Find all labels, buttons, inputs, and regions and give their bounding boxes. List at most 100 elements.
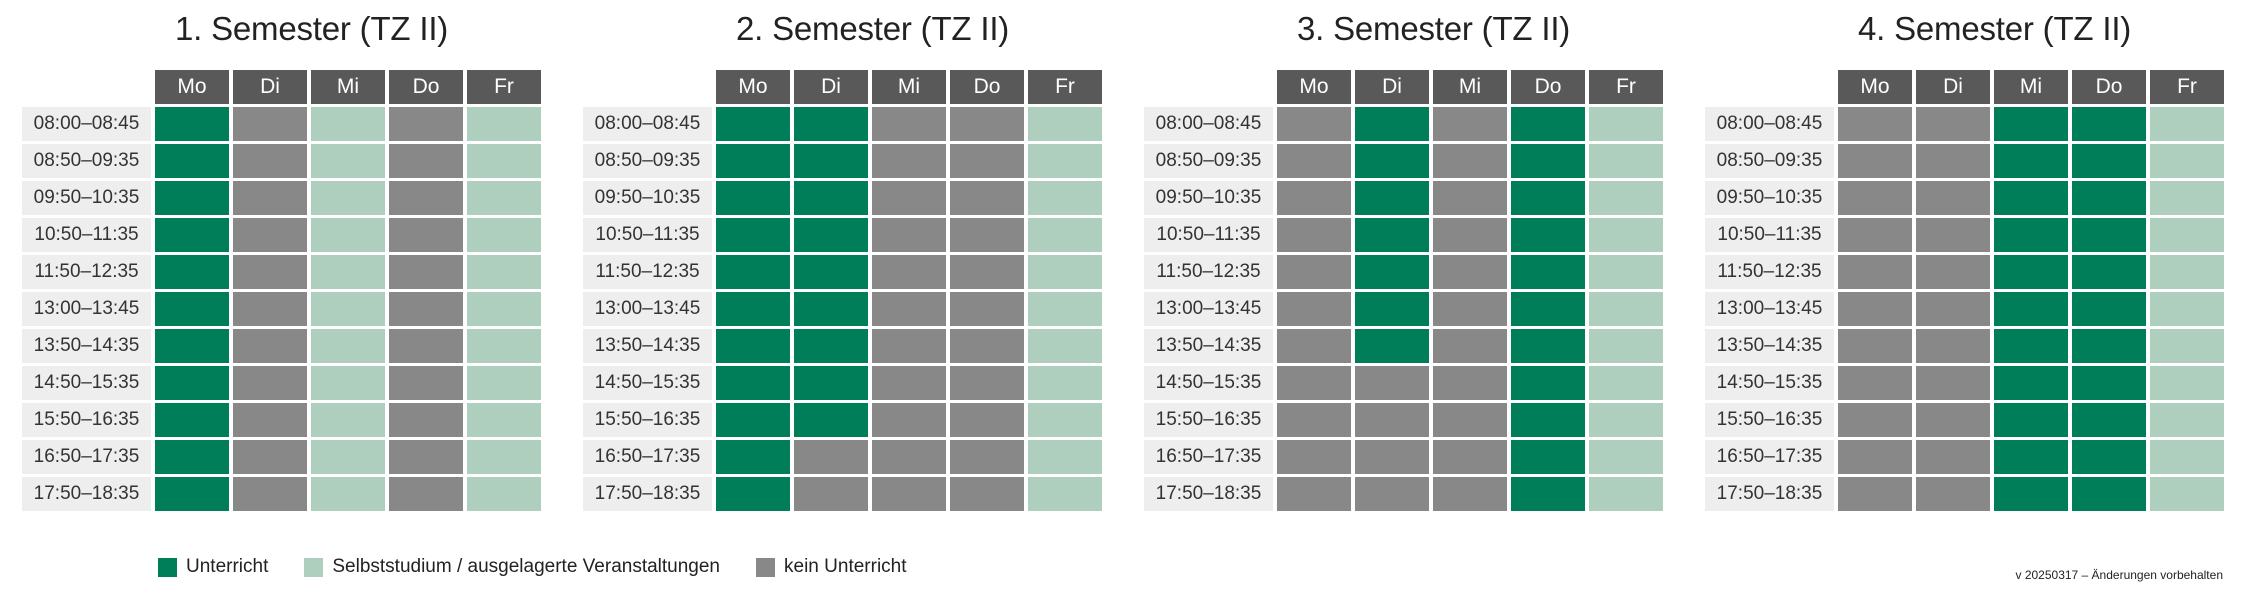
cell-kein-unterricht bbox=[389, 255, 463, 289]
cell-unterricht bbox=[2072, 477, 2146, 511]
cell-unterricht bbox=[155, 144, 229, 178]
legend-item-unterricht: Unterricht bbox=[158, 556, 268, 578]
cell-unterricht bbox=[794, 366, 868, 400]
day-header: Di bbox=[233, 70, 307, 104]
time-slot-label: 08:50–09:35 bbox=[583, 144, 712, 178]
cell-selbststudium bbox=[311, 329, 385, 363]
cell-kein-unterricht bbox=[1433, 477, 1507, 511]
cell-kein-unterricht bbox=[1277, 144, 1351, 178]
cell-kein-unterricht bbox=[1433, 181, 1507, 215]
cell-unterricht bbox=[1994, 366, 2068, 400]
semester-title: 4. Semester (TZ II) bbox=[1858, 10, 2132, 47]
cell-unterricht bbox=[716, 440, 790, 474]
day-header: Fr bbox=[467, 70, 541, 104]
day-header: Mo bbox=[1277, 70, 1351, 104]
cell-unterricht bbox=[716, 144, 790, 178]
cell-kein-unterricht bbox=[1277, 477, 1351, 511]
cell-kein-unterricht bbox=[233, 218, 307, 252]
day-header: Fr bbox=[2150, 70, 2224, 104]
day-header: Di bbox=[1916, 70, 1990, 104]
day-header: Do bbox=[1511, 70, 1585, 104]
cell-kein-unterricht bbox=[389, 218, 463, 252]
cell-selbststudium bbox=[311, 218, 385, 252]
cell-unterricht bbox=[155, 107, 229, 141]
cell-kein-unterricht bbox=[950, 477, 1024, 511]
cell-selbststudium bbox=[1028, 440, 1102, 474]
day-header: Mo bbox=[1838, 70, 1912, 104]
cell-selbststudium bbox=[2150, 218, 2224, 252]
cell-unterricht bbox=[794, 144, 868, 178]
cell-selbststudium bbox=[1028, 144, 1102, 178]
cell-kein-unterricht bbox=[1355, 403, 1429, 437]
cell-unterricht bbox=[1355, 255, 1429, 289]
semester-title: 2. Semester (TZ II) bbox=[736, 10, 1010, 47]
cell-kein-unterricht bbox=[1838, 403, 1912, 437]
cell-kein-unterricht bbox=[389, 366, 463, 400]
cell-selbststudium bbox=[1028, 292, 1102, 326]
cell-selbststudium bbox=[1028, 329, 1102, 363]
cell-kein-unterricht bbox=[1838, 292, 1912, 326]
day-header: Mo bbox=[155, 70, 229, 104]
time-slot-label: 17:50–18:35 bbox=[22, 477, 151, 511]
cell-kein-unterricht bbox=[1277, 107, 1351, 141]
semester-title: 3. Semester (TZ II) bbox=[1297, 10, 1571, 47]
cell-selbststudium bbox=[1028, 107, 1102, 141]
cell-kein-unterricht bbox=[233, 403, 307, 437]
cell-kein-unterricht bbox=[1838, 366, 1912, 400]
time-slot-label: 08:00–08:45 bbox=[1705, 107, 1834, 141]
cell-kein-unterricht bbox=[950, 366, 1024, 400]
legend-swatch-unterricht bbox=[158, 557, 177, 577]
cell-kein-unterricht bbox=[794, 477, 868, 511]
cell-selbststudium bbox=[467, 218, 541, 252]
cell-selbststudium bbox=[1589, 440, 1663, 474]
cell-kein-unterricht bbox=[1838, 144, 1912, 178]
cell-kein-unterricht bbox=[1433, 440, 1507, 474]
cell-selbststudium bbox=[1589, 477, 1663, 511]
cell-kein-unterricht bbox=[1838, 440, 1912, 474]
cell-unterricht bbox=[2072, 292, 2146, 326]
cell-kein-unterricht bbox=[233, 292, 307, 326]
legend-label-selbststudium: Selbststudium / ausgelagerte Veranstaltu… bbox=[332, 556, 721, 577]
cell-selbststudium bbox=[2150, 144, 2224, 178]
time-slot-label: 14:50–15:35 bbox=[1144, 366, 1273, 400]
cell-selbststudium bbox=[2150, 255, 2224, 289]
cell-unterricht bbox=[155, 403, 229, 437]
cell-selbststudium bbox=[1028, 255, 1102, 289]
cell-unterricht bbox=[1355, 218, 1429, 252]
cell-kein-unterricht bbox=[1916, 181, 1990, 215]
cell-unterricht bbox=[1994, 403, 2068, 437]
cell-kein-unterricht bbox=[1433, 218, 1507, 252]
day-header: Do bbox=[2072, 70, 2146, 104]
cell-kein-unterricht bbox=[950, 218, 1024, 252]
time-slot-label: 13:00–13:45 bbox=[583, 292, 712, 326]
cell-kein-unterricht bbox=[1433, 255, 1507, 289]
cell-kein-unterricht bbox=[1916, 107, 1990, 141]
cell-selbststudium bbox=[311, 366, 385, 400]
cell-unterricht bbox=[2072, 181, 2146, 215]
time-slot-label: 09:50–10:35 bbox=[583, 181, 712, 215]
cell-unterricht bbox=[1994, 255, 2068, 289]
time-slot-label: 11:50–12:35 bbox=[583, 255, 712, 289]
legend-item-selbststudium: Selbststudium / ausgelagerte Veranstaltu… bbox=[304, 556, 720, 578]
time-slot-label: 16:50–17:35 bbox=[22, 440, 151, 474]
version-note: v 20250317 – Änderungen vorbehalten bbox=[2015, 568, 2223, 582]
cell-kein-unterricht bbox=[872, 144, 946, 178]
cell-kein-unterricht bbox=[872, 329, 946, 363]
cell-unterricht bbox=[1511, 181, 1585, 215]
cell-unterricht bbox=[1994, 329, 2068, 363]
cell-kein-unterricht bbox=[1916, 477, 1990, 511]
cell-kein-unterricht bbox=[1916, 255, 1990, 289]
day-header: Mi bbox=[872, 70, 946, 104]
time-slot-label: 15:50–16:35 bbox=[22, 403, 151, 437]
cell-kein-unterricht bbox=[233, 181, 307, 215]
time-slot-label: 14:50–15:35 bbox=[22, 366, 151, 400]
cell-kein-unterricht bbox=[950, 144, 1024, 178]
cell-selbststudium bbox=[467, 329, 541, 363]
timetable-grid: Mo Di Mi Do Fr 08:00–08:45 08:50–09:35 09:50–10… bbox=[1705, 70, 2224, 511]
cell-kein-unterricht bbox=[872, 255, 946, 289]
cell-unterricht bbox=[155, 366, 229, 400]
cell-kein-unterricht bbox=[389, 477, 463, 511]
cell-unterricht bbox=[794, 181, 868, 215]
day-header: Mo bbox=[716, 70, 790, 104]
cell-selbststudium bbox=[2150, 477, 2224, 511]
